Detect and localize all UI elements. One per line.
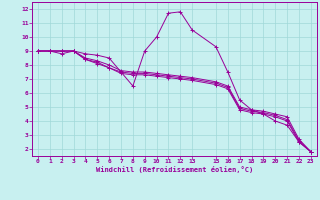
X-axis label: Windchill (Refroidissement éolien,°C): Windchill (Refroidissement éolien,°C)	[96, 166, 253, 173]
